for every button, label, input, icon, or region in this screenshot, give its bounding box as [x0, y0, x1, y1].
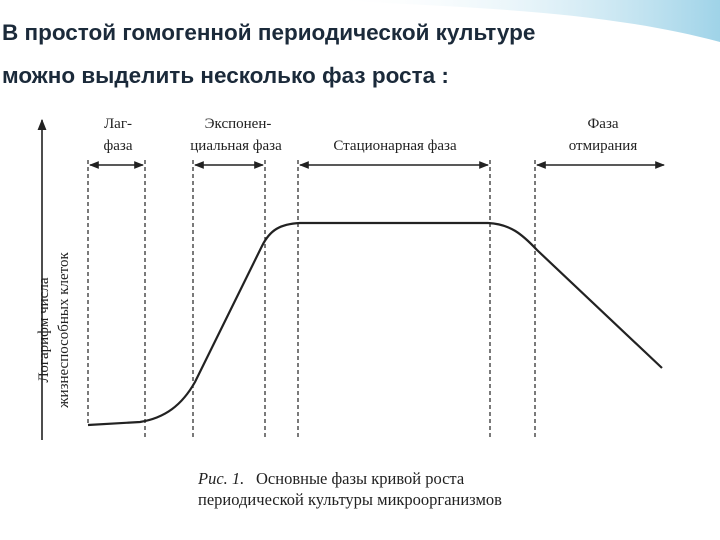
header-wave [330, 0, 720, 42]
phase-label: Стационарная фаза [333, 138, 457, 154]
slide-title: можно выделить несколько фаз роста : [2, 63, 449, 88]
slide-title: В простой гомогенной периодической культ… [2, 20, 535, 45]
caption-number: Рис. 1. [197, 469, 244, 488]
caption: Основные фазы кривой роста [256, 469, 465, 488]
phase-label: отмирания [569, 138, 638, 154]
growth-curve [87, 221, 663, 427]
phase-label: фаза [104, 138, 133, 154]
phase-label: циальная фаза [190, 138, 282, 154]
phase-label: Экспонен- [205, 116, 272, 132]
y-axis-label: жизнеспособных клеток [56, 251, 72, 408]
phase-dividers [87, 160, 536, 440]
figure-background [22, 90, 690, 508]
y-axis-label: Логарифм числа [36, 277, 52, 382]
phase-label: Лаг- [104, 116, 132, 132]
figure: Лаг- фаза Экспонен- циальная фаза Стацио… [22, 90, 690, 509]
phase-label: Фаза [587, 116, 618, 132]
caption: периодической культуры микроорганизмов [198, 490, 502, 509]
